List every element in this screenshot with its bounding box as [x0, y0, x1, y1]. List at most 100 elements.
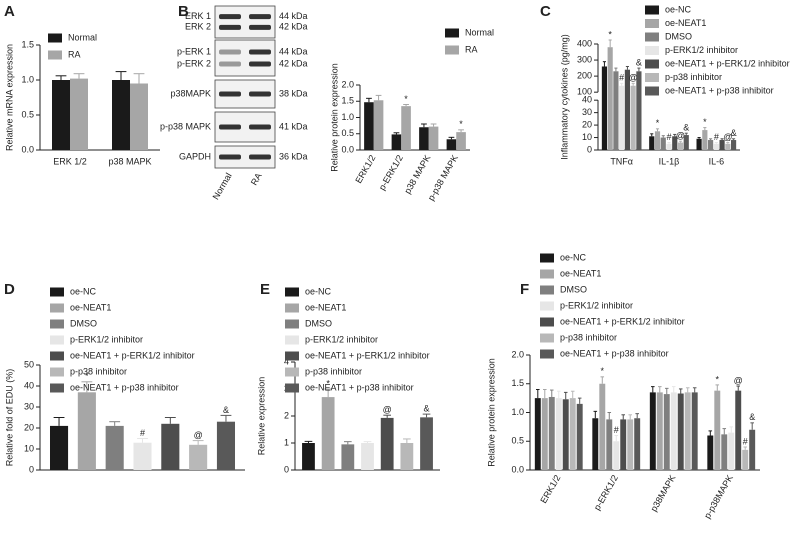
- bar: [534, 398, 541, 470]
- bar: [730, 140, 737, 150]
- error-bar: [403, 438, 411, 443]
- error-bar: [684, 132, 688, 136]
- error-bar: [556, 390, 561, 399]
- significance-marker: #: [666, 132, 671, 142]
- bar: [77, 392, 96, 470]
- legend-label: oe-NEAT1 + p-p38 inhibitor: [560, 348, 669, 358]
- legend-swatch: [645, 19, 659, 28]
- bar: [666, 143, 672, 150]
- error-bar: [115, 71, 127, 80]
- significance-marker: @: [676, 131, 685, 141]
- error-bar: [383, 414, 392, 418]
- error-bar: [375, 94, 382, 101]
- legend-swatch: [645, 46, 659, 55]
- legend-swatch: [50, 303, 64, 313]
- blot-band: [249, 24, 271, 30]
- blot-label: p-ERK 2: [177, 58, 211, 68]
- error-bar: [577, 397, 582, 404]
- legend-label: oe-NEAT1 + p-ERK1/2 inhibitor: [560, 316, 685, 326]
- legend-swatch: [285, 303, 299, 313]
- y-axis-label: Relative fold of EDU (%): [4, 369, 14, 467]
- error-bar: [667, 142, 671, 144]
- error-bar: [678, 388, 683, 394]
- y-tick-label: 2: [284, 410, 289, 420]
- legend-swatch: [540, 269, 554, 279]
- bar: [728, 432, 735, 470]
- significance-marker: @: [629, 73, 638, 83]
- y-tick-label: 1.5: [341, 96, 354, 106]
- legend-swatch: [48, 33, 62, 43]
- bar: [725, 143, 731, 150]
- error-bar: [53, 417, 65, 426]
- bar: [112, 80, 130, 150]
- bar: [656, 392, 663, 470]
- x-tick-label: p38 MAPK: [108, 156, 151, 166]
- bar: [630, 85, 636, 150]
- legend-label: oe-NEAT1 + p-p38 inhibitor: [665, 85, 774, 95]
- blot-frame: [214, 39, 276, 77]
- y-tick-label: 20: [24, 422, 34, 432]
- error-bar: [393, 132, 400, 135]
- y-tick-label: 1: [284, 437, 289, 447]
- legend-swatch: [285, 383, 299, 393]
- bar: [576, 403, 583, 470]
- error-bar: [620, 82, 624, 86]
- blot-band: [249, 61, 271, 67]
- x-tick-label: TNFα: [610, 156, 633, 166]
- y-tick-label: 0.0: [511, 464, 524, 474]
- bar: [400, 443, 414, 470]
- bar: [133, 442, 152, 470]
- bar: [419, 127, 429, 150]
- legend-swatch: [50, 287, 64, 297]
- bar: [601, 66, 608, 150]
- error-bar: [220, 414, 232, 422]
- x-tick-label: IL-6: [709, 156, 725, 166]
- legend-swatch: [540, 349, 554, 359]
- y-tick-label: 10: [582, 132, 592, 142]
- error-bar: [708, 430, 713, 436]
- bar: [401, 106, 411, 150]
- x-tick-label: p38MAPK: [649, 473, 678, 513]
- legend-label: oe-NC: [665, 4, 692, 14]
- legend-swatch: [50, 319, 64, 329]
- bar: [696, 138, 702, 150]
- legend-label: Normal: [68, 32, 97, 42]
- y-tick-label: 40: [582, 95, 592, 105]
- y-tick-label: 0.0: [21, 144, 34, 154]
- significance-marker: @: [734, 375, 743, 385]
- bar: [607, 47, 613, 150]
- bar: [719, 140, 725, 150]
- y-axis-label: Relative protein expression: [486, 358, 496, 467]
- y-tick-label: 0.0: [341, 144, 354, 154]
- panel-label: A: [4, 3, 15, 20]
- error-bar: [621, 414, 626, 420]
- bar: [341, 444, 355, 470]
- blot-label: p38MAPK: [170, 88, 211, 98]
- legend-label: Normal: [465, 27, 494, 37]
- error-bar: [81, 381, 93, 393]
- significance-marker: #: [743, 436, 748, 446]
- error-bar: [543, 389, 547, 399]
- legend-swatch: [645, 5, 659, 15]
- bar: [660, 137, 666, 150]
- legend-label: oe-NC: [560, 252, 587, 262]
- error-bar: [614, 67, 618, 72]
- panel-label: D: [4, 281, 15, 298]
- bar: [613, 441, 620, 470]
- legend-label: oe-NEAT1 + p-p38 inhibitor: [70, 382, 179, 392]
- error-bar: [137, 438, 148, 443]
- legend-label: oe-NEAT1 + p-p38 inhibitor: [305, 382, 414, 392]
- y-tick-label: 200: [577, 70, 592, 80]
- blot-kda: 36 kDa: [279, 151, 308, 161]
- significance-marker: *: [716, 374, 720, 384]
- blot-label: ERK 2: [185, 22, 211, 32]
- y-tick-label: 40: [24, 380, 34, 390]
- significance-marker: *: [608, 29, 612, 39]
- bar: [627, 419, 634, 470]
- error-bar: [685, 387, 690, 393]
- error-bar: [403, 104, 409, 107]
- bar: [130, 83, 148, 150]
- bar: [321, 397, 335, 470]
- blot-band: [219, 61, 241, 67]
- y-tick-label: 2.0: [341, 79, 354, 89]
